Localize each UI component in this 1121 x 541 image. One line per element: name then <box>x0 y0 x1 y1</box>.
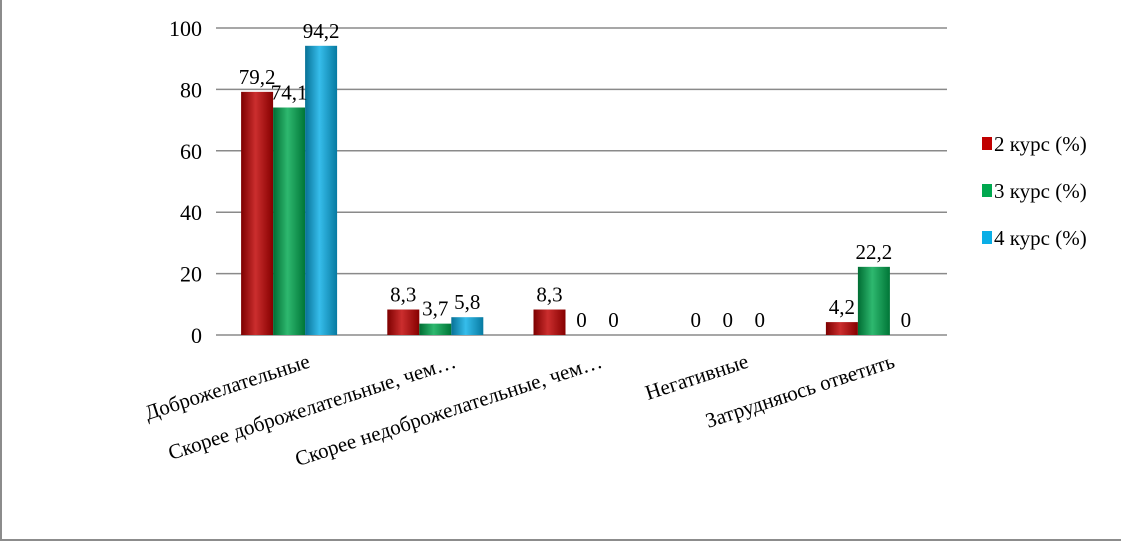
legend-label: 2 курс (%) <box>994 132 1087 156</box>
legend-swatch <box>982 137 992 150</box>
data-label: 8,3 <box>536 283 562 307</box>
data-label: 4,2 <box>829 295 855 319</box>
data-label: 22,2 <box>856 240 893 264</box>
data-label: 3,7 <box>422 297 448 321</box>
bar <box>387 309 420 335</box>
y-tick-label: 100 <box>169 16 202 41</box>
legend: 2 курс (%) 3 курс (%) 4 курс (%) <box>982 132 1087 250</box>
legend-swatch <box>982 231 992 244</box>
gridlines <box>216 27 947 336</box>
data-labels: 79,274,194,28,33,7 5,8 8,30 0 0 0 04,222,20 <box>239 19 911 332</box>
bar <box>857 266 890 335</box>
data-label: 0 <box>576 308 587 332</box>
data-label: 0 <box>754 308 765 332</box>
data-label: 0 <box>608 308 619 332</box>
bar <box>241 91 274 335</box>
data-label: 0 <box>690 308 701 332</box>
legend-label: 3 курс (%) <box>994 179 1087 203</box>
bar <box>305 45 338 335</box>
bar <box>273 107 306 335</box>
bars <box>241 45 890 335</box>
legend-swatch <box>982 184 992 197</box>
bar <box>451 317 484 335</box>
bar <box>825 322 858 335</box>
data-label: 0 <box>901 308 912 332</box>
bar <box>419 323 452 335</box>
y-tick-label: 40 <box>180 200 202 225</box>
y-tick-label: 80 <box>180 77 202 102</box>
data-label: 94,2 <box>303 19 340 43</box>
y-tick-label: 0 <box>191 323 202 348</box>
y-tick-label: 60 <box>180 139 202 164</box>
legend-label: 4 курс (%) <box>994 226 1087 250</box>
y-axis-ticks: 0 20 40 60 80 100 <box>169 16 202 348</box>
data-label: 79,2 <box>239 65 276 89</box>
data-label: 0 <box>722 308 733 332</box>
data-label: 74,1 <box>271 81 308 105</box>
data-label: 8,3 <box>390 283 416 307</box>
data-label: 5,8 <box>454 290 480 314</box>
bar <box>533 309 566 335</box>
y-tick-label: 20 <box>180 262 202 287</box>
x-tick-label: Негативные <box>642 349 751 405</box>
